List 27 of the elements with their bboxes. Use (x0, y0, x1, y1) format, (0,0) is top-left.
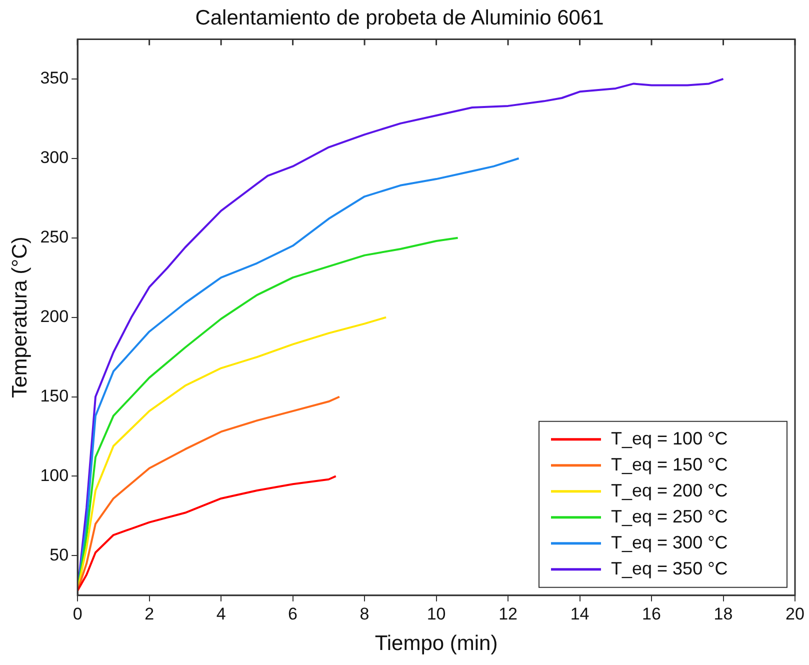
x-tick-label: 16 (642, 604, 661, 624)
x-axis-title: Tiempo (min) (374, 632, 498, 656)
legend-label: T_eq = 250 °C (611, 506, 728, 526)
y-tick-label: 200 (40, 306, 69, 326)
x-tick-label: 18 (714, 604, 733, 624)
x-tick-label: 4 (216, 604, 226, 624)
legend-label: T_eq = 200 °C (611, 480, 728, 500)
legend-label: T_eq = 150 °C (611, 454, 728, 474)
x-tick-label: 20 (786, 604, 804, 624)
chart-title: Calentamiento de probeta de Aluminio 6061 (195, 6, 604, 30)
x-tick-label: 6 (288, 604, 298, 624)
y-tick-label: 250 (40, 228, 69, 247)
x-tick-label: 14 (570, 604, 590, 624)
legend-label: T_eq = 350 °C (611, 558, 728, 578)
y-tick-label: 150 (40, 386, 69, 406)
legend-label: T_eq = 300 °C (611, 532, 728, 552)
x-tick-label: 8 (360, 604, 370, 624)
y-tick-label: 350 (40, 68, 69, 88)
x-tick-label: 12 (498, 604, 518, 624)
x-tick-label: 2 (144, 604, 154, 624)
y-tick-label: 300 (40, 148, 69, 168)
legend-label: T_eq = 100 °C (611, 428, 728, 448)
y-tick-label: 100 (40, 466, 69, 485)
y-axis-title: Temperatura (°C) (8, 236, 32, 398)
x-tick-label: 0 (72, 604, 82, 624)
x-tick-label: 10 (426, 604, 446, 624)
y-tick-label: 50 (50, 545, 69, 564)
